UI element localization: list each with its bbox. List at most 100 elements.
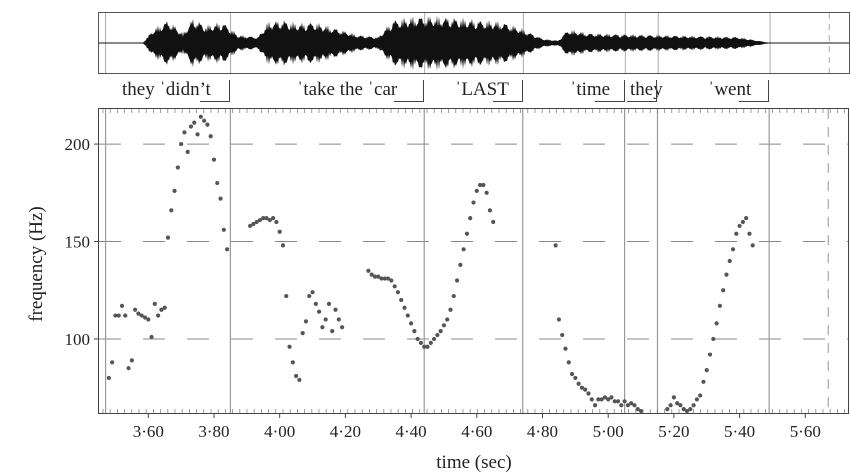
pitch-point-83 (422, 344, 427, 349)
y-tick-label-1: 150 (65, 233, 91, 252)
pitch-point-92 (451, 293, 456, 299)
pitch-point-51 (294, 373, 299, 379)
pitch-point-47 (280, 243, 286, 248)
pitch-point-59 (320, 325, 325, 330)
pitch-point-131 (638, 408, 644, 414)
pitch-point-39 (254, 219, 259, 225)
waveform-trace (99, 15, 849, 71)
pitch-point-71 (382, 276, 387, 281)
pitch-point-115 (586, 391, 591, 396)
pitch-point-31 (208, 134, 213, 139)
pitch-point-129 (632, 403, 637, 408)
waveform-panel (98, 12, 850, 74)
pitch-point-117 (592, 403, 598, 408)
pitch-point-65 (339, 325, 345, 330)
pitch-point-82 (418, 340, 424, 345)
pitch-point-150 (724, 272, 729, 277)
pitch-point-85 (428, 340, 433, 345)
pitch-point-123 (612, 399, 617, 404)
word-boundary-underline-1 (394, 101, 424, 102)
pitch-point-130 (635, 407, 640, 412)
pitch-point-142 (698, 393, 703, 398)
pitch-point-125 (619, 403, 624, 408)
pitch-point-29 (202, 118, 207, 123)
pitch-point-8 (133, 307, 138, 312)
pitch-point-105 (553, 243, 558, 248)
word-boundary-mark-3 (623, 80, 625, 102)
pitch-point-78 (405, 313, 410, 318)
pitch-point-127 (625, 403, 630, 408)
pitch-point-17 (162, 305, 167, 310)
pitch-point-154 (737, 223, 742, 229)
word-boundary-mark-0 (229, 80, 231, 102)
pitch-point-151 (727, 258, 732, 264)
x-tick-label-8: 5·20 (658, 422, 689, 441)
x-tick-label-0: 3·60 (133, 422, 164, 441)
y-tick-label-0: 100 (65, 330, 91, 349)
pitch-point-158 (750, 243, 755, 248)
pitch-point-77 (402, 305, 407, 310)
pitch-point-80 (412, 329, 417, 334)
pitch-point-35 (221, 227, 226, 232)
pitch-point-56 (310, 290, 315, 295)
pitch-point-63 (333, 307, 338, 312)
pitch-point-44 (271, 216, 276, 221)
pitch-point-114 (583, 387, 588, 392)
pitch-point-88 (438, 329, 443, 334)
pitch-point-30 (205, 122, 210, 127)
pitch-point-54 (303, 319, 309, 324)
x-tick-label-7: 5·00 (593, 422, 624, 441)
pitch-point-119 (599, 397, 604, 402)
word-boundary-underline-3 (594, 101, 624, 102)
pitch-point-0 (106, 375, 111, 381)
pitch-point-19 (169, 208, 174, 213)
pitch-point-58 (317, 309, 322, 314)
pitch-point-28 (198, 114, 203, 119)
pitch-point-75 (395, 290, 401, 295)
pitch-point-111 (573, 375, 578, 381)
pitch-point-69 (376, 274, 381, 279)
pitch-point-12 (146, 317, 151, 322)
pitch-point-5 (123, 313, 128, 318)
word-annotation-tier: they ˈdidn’t ˈtake the ˈcar ˈLAST ˈtime they… (0, 76, 850, 106)
pitch-point-96 (464, 231, 470, 236)
pitch-point-137 (681, 407, 686, 412)
pitch-point-45 (274, 219, 279, 225)
pitch-point-62 (330, 329, 335, 334)
pitch-points (106, 114, 755, 414)
grid-lines (99, 143, 848, 340)
pitch-point-113 (579, 385, 585, 390)
word-label-1: ˈtake the ˈcar (297, 79, 398, 100)
pitch-point-149 (721, 288, 726, 293)
pitch-point-156 (744, 216, 749, 221)
pitch-point-103 (487, 208, 493, 213)
pitch-point-81 (415, 336, 420, 342)
pitch-point-48 (284, 293, 289, 299)
pitch-point-32 (211, 157, 217, 162)
pitch-point-139 (688, 407, 693, 412)
pitch-point-50 (290, 360, 295, 365)
pitch-point-95 (461, 247, 466, 252)
x-tick-label-2: 4·00 (264, 422, 295, 441)
pitch-point-109 (566, 360, 571, 365)
pitch-point-73 (389, 278, 394, 283)
pitch-point-46 (277, 229, 282, 234)
pitch-point-10 (139, 313, 144, 318)
pitch-point-100 (477, 182, 483, 188)
pitch-point-66 (366, 268, 371, 273)
pitch-track-plot: 3·60 3·80 4·00 4·20 4·40 4·60 4·80 5·00 5·20 5·40… (26, 108, 849, 473)
pitch-point-1 (110, 360, 115, 365)
pitch-point-107 (560, 332, 565, 338)
pitch-point-146 (711, 336, 716, 342)
x-tick-label-3: 4·20 (330, 422, 361, 441)
pitch-point-64 (336, 317, 341, 322)
pitch-point-41 (261, 216, 266, 221)
word-boundary-mark-2 (521, 80, 523, 102)
pitch-point-110 (569, 371, 575, 377)
pitch-point-57 (313, 301, 318, 306)
word-boundary-underline-5 (739, 101, 769, 102)
pitch-point-116 (589, 397, 594, 402)
x-tick-label-4: 4·40 (395, 422, 426, 441)
pitch-point-43 (267, 217, 272, 223)
pitch-point-112 (576, 381, 581, 386)
